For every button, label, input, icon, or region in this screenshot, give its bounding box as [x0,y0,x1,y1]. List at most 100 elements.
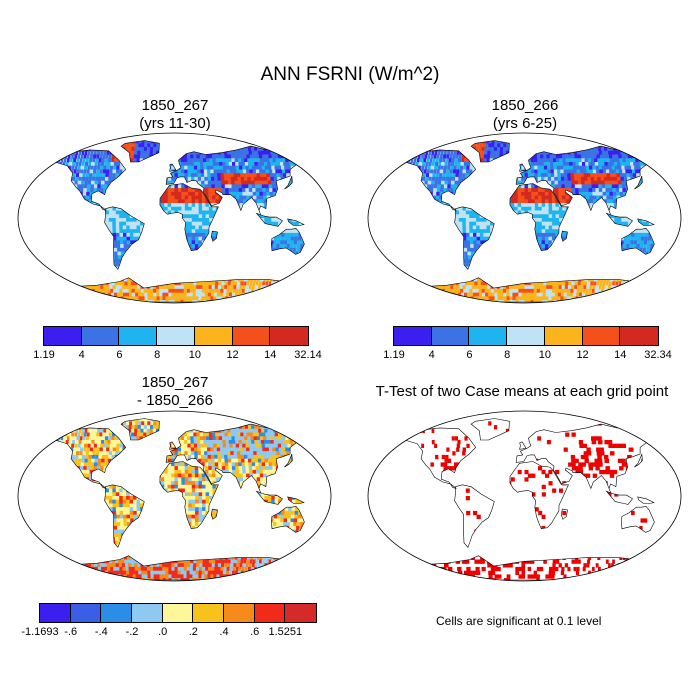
panel2-title-line2: (yrs 6-25) [492,115,558,132]
colorbar-swatch [270,327,308,345]
colorbar-panel-1: 1.19 4 6 8 10 12 14 32.14 [33,326,322,361]
coastline-madagascar [560,230,568,242]
coastline-africa [159,183,219,252]
colorbar-tick-label: 12 [576,349,589,361]
colorbar-swatch [40,604,71,622]
coastline-namerica [391,149,477,211]
colorbar-tick-label: 8 [504,349,511,361]
coastline-newguinea [637,218,655,226]
coastline-uk [519,163,527,172]
panel4-title: T-Test of two Case means at each grid po… [352,383,692,401]
coastline-australia [270,505,305,533]
coastline-greenland [120,418,160,441]
coastline-eurasia [515,423,667,494]
colorbar-swatch [194,327,233,345]
colorbar-swatch [44,327,82,345]
map-border [17,410,332,582]
colorbar-swatch [254,604,286,622]
colorbar-tick-label: .0 [158,626,168,638]
panel4-title-line1: T-Test of two Case means at each grid po… [375,383,669,400]
colorbar-tick-label: 6 [466,349,473,361]
panel3-title-line1: 1850_267 [141,374,209,391]
colorbar-swatch [469,327,508,345]
coastline-newguinea [637,496,655,504]
coastline-japan [284,453,293,468]
coastline-madagascar [210,508,218,520]
coastline-indonesia [255,212,283,227]
figure-title: ANN FSRNI (W/m^2) [260,64,440,85]
coastline-greenland [470,418,510,441]
map-panel-2 [367,132,682,304]
coastline-australia [620,227,655,255]
colorbar-panel-2: 1.19 4 6 8 10 12 14 32.34 [383,326,672,361]
map-panel-1 [17,132,332,304]
map-border [367,132,682,304]
colorbar-swatch [101,604,132,622]
colorbar-swatch [119,327,158,345]
panel1-title: 1850_267 (yrs 11-30) [75,97,275,133]
map-panel-3 [17,410,332,582]
coastline-australia [270,227,305,255]
colorbar-swatch [131,604,163,622]
colorbar-tick-label: 1.19 [33,349,55,361]
colorbar-tick-label: 1.5251 [268,626,303,638]
colorbar-tick-label: 10 [188,349,201,361]
coastline-indonesia [605,212,633,227]
coastline-newguinea [287,218,305,226]
coastline-indonesia [255,490,283,505]
coastline-indonesia [605,490,633,505]
coastline-namerica [391,427,477,489]
colorbar-swatch [620,327,658,345]
colorbar-tick-label: 14 [614,349,627,361]
coastline-samerica [104,206,145,270]
coastline-greenland [470,140,510,163]
colorbar-tick-label: 14 [264,349,277,361]
coastline-uk [169,441,177,450]
coastline-eurasia [515,145,667,216]
map-border [367,410,682,582]
coastline-namerica [41,149,127,211]
coastline-uk [169,163,177,172]
coastline-eurasia [165,423,317,494]
panel2-title-line1: 1850_266 [491,97,559,114]
coastline-samerica [454,484,495,548]
panel3-title: 1850_267 - 1850_266 [75,374,275,410]
colorbar-tick-label: 8 [154,349,161,361]
panel1-title-line1: 1850_267 [141,97,209,114]
coastline-newguinea [287,496,305,504]
coastline-samerica [454,206,495,270]
colorbar-swatch [431,327,470,345]
colorbar-swatch [544,327,583,345]
coastline-australia [620,505,655,533]
map-border [17,132,332,304]
colorbar-swatch [193,604,224,622]
coastline-africa [509,461,569,530]
coastline-japan [634,453,643,468]
coastline-madagascar [210,230,218,242]
colorbar-tick-label: -.2 [125,626,139,638]
panel1-title-line2: (yrs 11-30) [139,115,211,132]
coastline-japan [634,175,643,190]
colorbar-swatch [582,327,621,345]
colorbar-tick-label: 10 [538,349,551,361]
colorbar-swatch [285,604,316,622]
colorbar-tick-label: .6 [250,626,260,638]
coastline-japan [284,175,293,190]
colorbar-tick-label: 32.34 [644,349,672,361]
colorbar-tick-label: 12 [226,349,239,361]
panel2-title: 1850_266 (yrs 6-25) [425,97,625,133]
colorbar-swatch [507,327,545,345]
colorbar-tick-label: 4 [78,349,85,361]
colorbar-tick-label: 32.14 [294,349,322,361]
colorbar-tick-label: .2 [188,626,198,638]
colorbar-swatch [223,604,255,622]
coastline-uk [519,441,527,450]
colorbar-tick-label: -.6 [64,626,78,638]
coastline-eurasia [165,145,317,216]
colorbar-swatch [162,604,194,622]
panel3-title-line2: - 1850_266 [137,392,213,409]
colorbar-tick-label: 6 [116,349,123,361]
colorbar-tick-label: .4 [219,626,229,638]
coastline-greenland [120,140,160,163]
colorbar-tick-label: -1.1693 [21,626,59,638]
